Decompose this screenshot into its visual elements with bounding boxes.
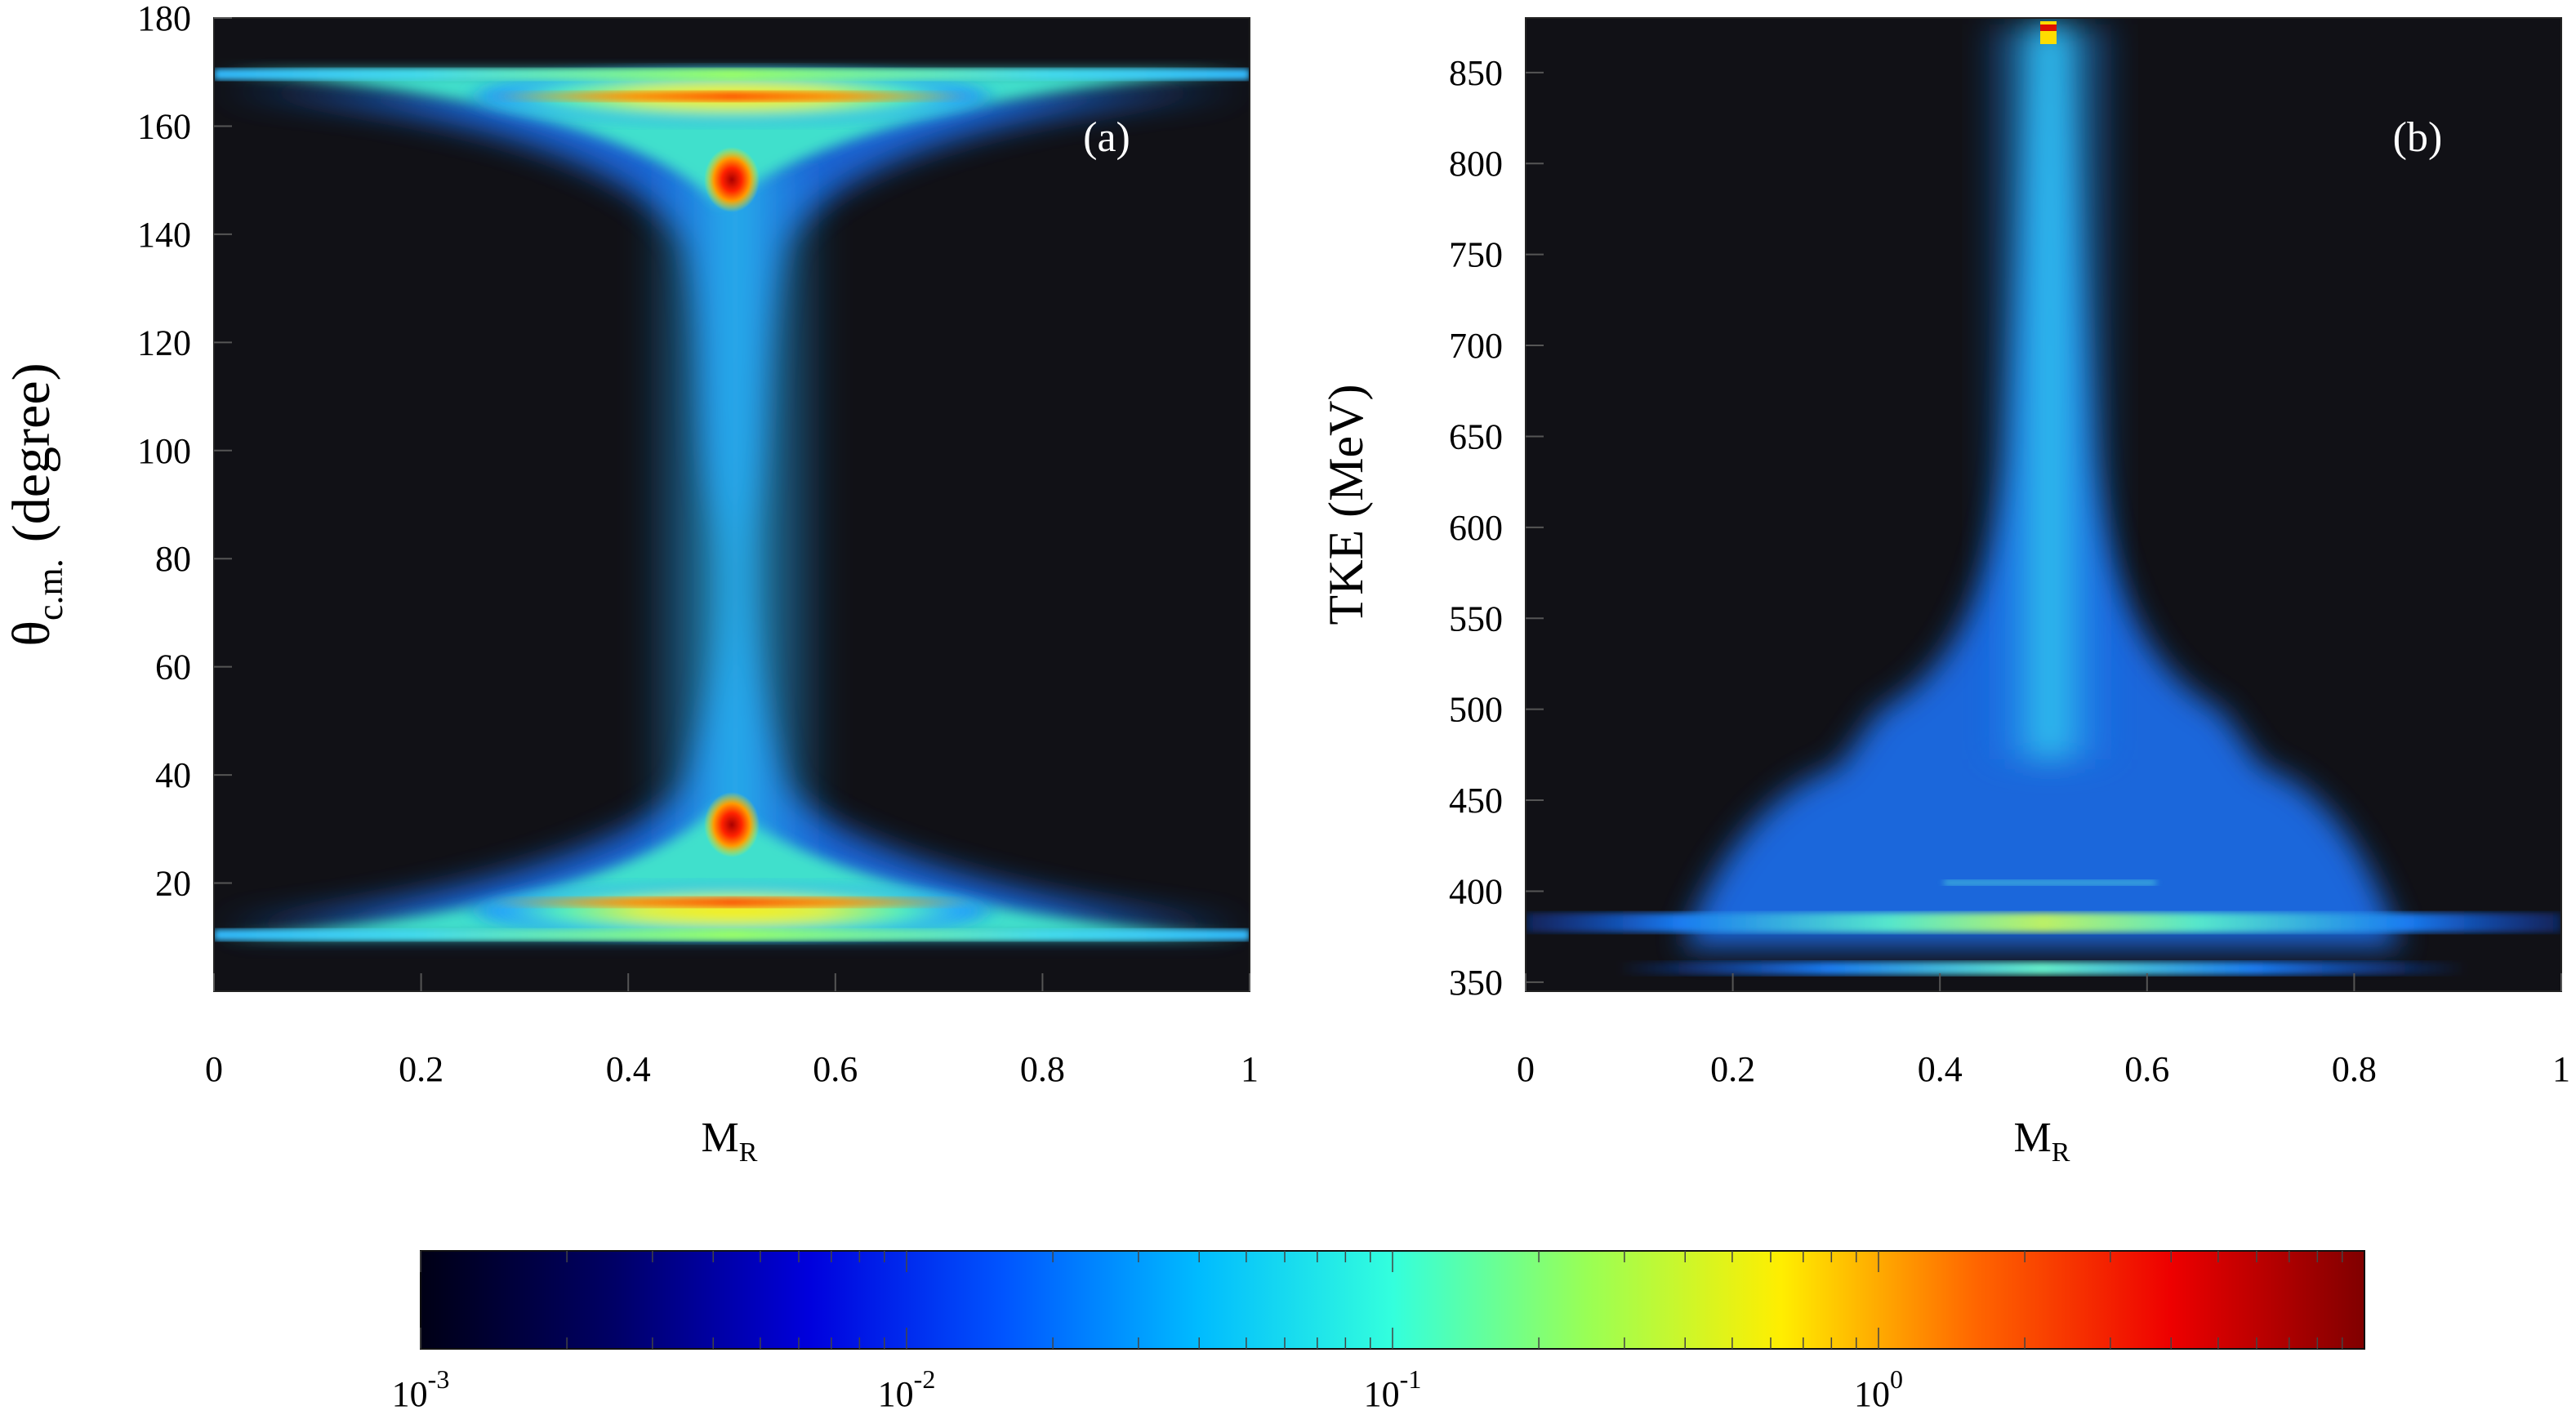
center-column [637,163,833,898]
panel-b-ytick-label: 550 [1449,598,1503,639]
panel-a-ytick-label: 80 [155,539,191,579]
panel-b-ytick-label: 850 [1449,53,1503,93]
panel-b-ytick-label: 450 [1449,781,1503,821]
lower-edge-band [214,929,1250,941]
panel-b-xtick-label: 0.4 [1918,1049,1963,1089]
panel-a-xtick-label: 0.8 [1020,1049,1065,1089]
panel-a-ytick-label: 160 [137,106,191,146]
panel-a-label: (a) [1083,114,1130,161]
band-lower [1617,962,2467,975]
upper-cap [214,72,1250,204]
panel-b-ytick-label: 350 [1449,963,1503,1003]
colorbar-ticks: 10-3 10-2 10-1 100 [392,1251,2343,1414]
panel-b-ytick-label: 800 [1449,144,1503,184]
panel-b-ytick-label: 500 [1449,690,1503,730]
panel-a-xtick-label: 0.2 [399,1049,443,1089]
panel-a-ytick-label: 20 [155,864,191,904]
panel-a-ytick-label: 100 [137,431,191,471]
panel-b-ytick-label: 400 [1449,871,1503,911]
panel-a-xtick-label: 0.4 [606,1049,651,1089]
panel-a-ytick-label: 40 [155,755,191,795]
panel-b-frame [1525,17,2562,992]
panel-b-axes: 0 0.2 0.4 0.6 0.8 1 350 400 450 500 550 600 650 700 75… [1449,53,2570,1089]
panel-b-heatmap [1526,21,2561,975]
panel-a: (a) 0 0.2 0.4 0.6 0.8 12040608010012014016018… [2,0,1259,1168]
panel-a-ytick-label: 140 [137,215,191,255]
band-main [1526,913,2561,932]
panel-b-xlabel: MR [2014,1115,2070,1168]
lower-peak [704,792,760,857]
tke-spike [1977,24,2124,759]
panel-b-ytick-label: 600 [1449,508,1503,548]
panel-a-ytick-label: 180 [137,0,191,38]
panel-a-ytick-label: 120 [137,323,191,363]
panel-b: (b) 0 0.2 0.4 0.6 0.8 1 350 400 450 500 550 600 650 7… [1319,17,2570,1168]
panel-a-ytick-label: 60 [155,647,191,687]
colorbar-tick-label: 100 [1854,1364,1903,1414]
panel-b-ylabel: TKE (MeV) [1319,385,1373,625]
colorbar: 10-3 10-2 10-1 100 [392,1250,2365,1414]
panel-a-heatmap [214,69,1250,941]
colorbar-tick-label: 10-2 [878,1364,936,1414]
lower-ridge [490,897,974,907]
colorbar-tick-label: 10-1 [1364,1364,1422,1414]
panel-a-xtick-label: 0.6 [813,1049,858,1089]
lower-cap [214,805,1250,937]
upper-edge-band [214,69,1250,80]
panel-b-ytick-label: 650 [1449,416,1503,456]
panel-b-label: (b) [2393,114,2443,161]
panel-b-xtick-label: 1 [2552,1049,2570,1089]
panel-a-frame [213,17,1250,992]
colorbar-tick-label: 10-3 [392,1364,450,1414]
panel-b-xtick-label: 0.2 [1710,1049,1755,1089]
panel-b-ytick-label: 750 [1449,235,1503,275]
upper-ridge [490,91,974,101]
panel-a-ylabel: θc.m.(degree) [2,363,70,646]
band-410 [1944,880,2156,885]
panel-b-xtick-label: 0.8 [2332,1049,2377,1089]
panel-b-xtick-label: 0.6 [2124,1049,2169,1089]
top-peak [2040,24,2057,31]
panel-a-xtick-label: 0 [205,1049,223,1089]
panel-a-xlabel: MR [702,1115,758,1168]
panel-b-xtick-label: 0 [1517,1049,1535,1089]
panel-a-xtick-label: 1 [1241,1049,1259,1089]
panel-b-ytick-label: 700 [1449,326,1503,366]
upper-peak [704,147,760,212]
